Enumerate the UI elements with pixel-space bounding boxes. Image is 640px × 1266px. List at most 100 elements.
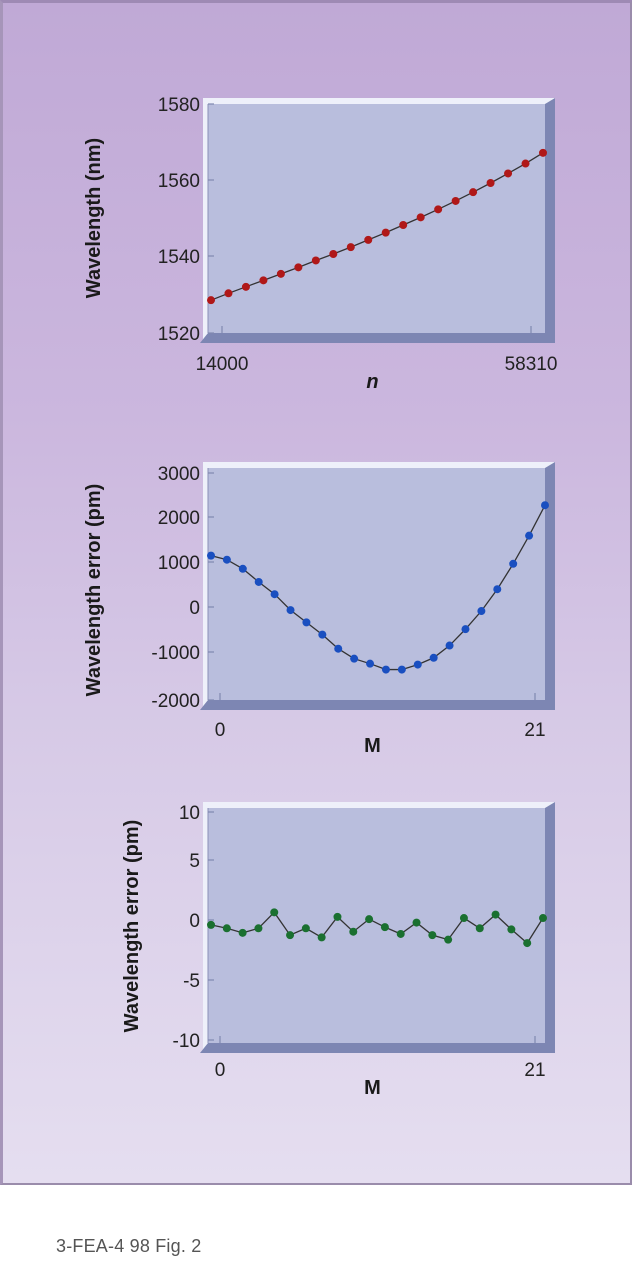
chart-1: 1520 1540 1560 1580 14000 58310 n Wavelength (n… <box>83 95 557 393</box>
data-point <box>459 914 468 923</box>
data-point <box>416 213 425 222</box>
data-point <box>364 235 373 244</box>
data-point <box>507 925 516 934</box>
data-point <box>238 564 247 573</box>
data-point <box>412 918 421 927</box>
y-axis-label: Wavelength error (pm) <box>83 484 105 697</box>
data-point <box>276 269 285 278</box>
data-point <box>329 249 338 258</box>
x-tick-label: 21 <box>524 1060 545 1081</box>
y-tick-label: -2000 <box>151 691 200 712</box>
data-point <box>428 931 437 940</box>
x-tick-label: 58310 <box>505 354 558 375</box>
data-point <box>397 665 406 674</box>
data-point <box>349 927 358 936</box>
data-point <box>207 920 215 929</box>
data-point <box>509 559 518 568</box>
data-point <box>286 606 295 615</box>
data-point <box>366 659 375 668</box>
data-point <box>380 923 389 932</box>
figure-caption: 3-FEA-4 98 Fig. 2 <box>56 1236 202 1256</box>
y-tick-label: 3000 <box>158 464 200 485</box>
data-point <box>539 914 547 923</box>
data-point <box>222 555 231 564</box>
data-point <box>429 653 438 662</box>
y-tick-label: -10 <box>173 1031 200 1052</box>
y-tick-label: 0 <box>189 911 200 932</box>
y-tick-label: 1560 <box>158 171 200 192</box>
y-tick-label: -5 <box>183 971 200 992</box>
plot-area <box>208 468 545 700</box>
y-tick-label: 1580 <box>158 95 200 116</box>
data-point <box>381 228 390 237</box>
chart-3: -10 -5 0 5 10 0 21 M Wavelength error (pm) <box>121 802 555 1099</box>
data-point <box>461 625 470 634</box>
data-point <box>434 205 443 214</box>
x-tick-label: 14000 <box>196 354 249 375</box>
y-axis-label: Wavelength error (pm) <box>121 820 143 1033</box>
data-point <box>254 924 263 933</box>
data-point <box>444 935 453 944</box>
data-point <box>521 159 530 168</box>
y-tick-label: -1000 <box>151 643 200 664</box>
x-tick-label: 0 <box>215 1060 226 1081</box>
data-point <box>445 641 454 650</box>
data-point <box>286 931 295 940</box>
data-point <box>302 618 311 627</box>
data-point <box>334 644 343 653</box>
data-point <box>399 220 408 229</box>
y-tick-label: 2000 <box>158 508 200 529</box>
x-tick-label: 21 <box>524 720 545 741</box>
y-tick-label: 1000 <box>158 553 200 574</box>
chart-2: -2000 -1000 0 1000 2000 3000 0 21 M Wavelength er… <box>83 462 555 757</box>
data-point <box>224 289 233 298</box>
x-axis-label: M <box>364 735 381 757</box>
series-line <box>210 504 546 671</box>
y-tick-label: 1520 <box>158 324 200 345</box>
y-tick-label: 0 <box>189 598 200 619</box>
data-point <box>451 196 460 205</box>
data-point <box>504 169 513 178</box>
data-point <box>333 912 342 921</box>
data-point <box>301 924 310 933</box>
plot-area <box>208 808 545 1043</box>
data-point <box>539 148 547 157</box>
data-point <box>317 933 326 942</box>
data-point <box>270 908 279 917</box>
data-point <box>241 282 250 291</box>
data-point <box>365 915 374 924</box>
data-point <box>396 929 405 938</box>
data-point <box>381 665 390 674</box>
y-tick-label: 1540 <box>158 247 200 268</box>
data-point <box>254 577 263 586</box>
data-point <box>311 256 320 265</box>
y-tick-label: 5 <box>189 851 200 872</box>
data-point <box>270 590 279 599</box>
y-axis-label: Wavelength (nm) <box>83 138 105 298</box>
data-point <box>207 296 215 305</box>
x-tick-label: 0 <box>215 720 226 741</box>
x-axis-label: n <box>366 371 378 393</box>
data-point <box>259 276 268 285</box>
data-point <box>207 551 215 560</box>
data-point <box>541 501 549 510</box>
data-point <box>475 924 484 933</box>
data-point <box>486 179 495 188</box>
data-point <box>238 928 247 937</box>
data-point <box>493 585 502 594</box>
data-point <box>350 654 359 663</box>
data-point <box>477 607 486 616</box>
plot-area <box>208 104 545 333</box>
data-point <box>469 188 478 197</box>
data-point <box>346 243 355 252</box>
data-point <box>491 910 500 919</box>
data-point <box>294 263 303 272</box>
series-line <box>210 911 544 945</box>
data-point <box>413 660 422 669</box>
y-tick-label: 10 <box>179 803 200 824</box>
data-point <box>318 630 327 639</box>
data-point <box>523 939 532 948</box>
data-point <box>525 531 534 540</box>
data-point <box>222 924 231 933</box>
